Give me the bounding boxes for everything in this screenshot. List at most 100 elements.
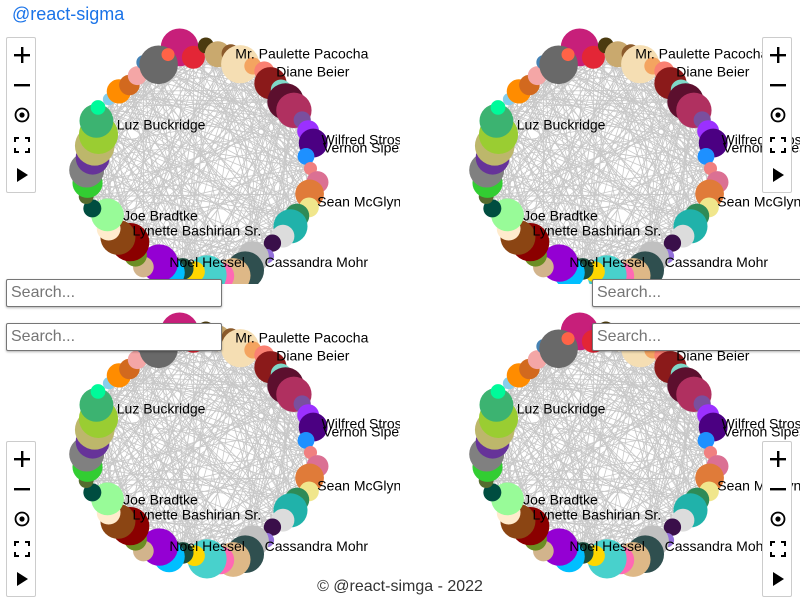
zoom-out-button[interactable] [763, 70, 793, 100]
graph-edge [507, 168, 711, 216]
zoom-in-button[interactable] [763, 40, 793, 70]
graph-edge [606, 64, 641, 275]
node-label: Noel Hessel [569, 538, 644, 554]
graph-edge [494, 109, 694, 147]
graph-node[interactable] [79, 387, 114, 422]
graph-edge [486, 452, 711, 481]
search-input[interactable] [6, 323, 222, 351]
fullscreen-button[interactable] [7, 130, 37, 160]
graph-edge [497, 391, 691, 511]
graph-node[interactable] [90, 100, 106, 115]
graph-edge [496, 120, 691, 227]
graph-edge [492, 109, 695, 209]
graph-edge [644, 355, 665, 555]
graph-node[interactable] [697, 147, 715, 165]
graph-node[interactable] [490, 100, 506, 115]
graph-node[interactable] [581, 45, 605, 69]
graph-edge [182, 83, 271, 270]
zoom-in-button[interactable] [7, 444, 37, 474]
graph-edge [582, 348, 641, 554]
zoom-in-button[interactable] [7, 40, 37, 70]
graph-edge [107, 393, 295, 500]
graph-controls-top-right [762, 37, 792, 193]
reset-camera-button[interactable] [7, 504, 37, 534]
graph-node[interactable] [561, 48, 575, 62]
graph-edge [652, 101, 686, 258]
graph-edge [194, 64, 241, 272]
graph-node[interactable] [83, 483, 102, 502]
graph-node[interactable] [83, 199, 102, 218]
zoom-out-button[interactable] [7, 70, 37, 100]
graph-edge [486, 169, 673, 244]
graph-edge [219, 71, 265, 277]
graph-node[interactable] [297, 431, 315, 449]
graph-edge [518, 375, 709, 416]
graph-node[interactable] [561, 332, 575, 346]
node-label: Wilfred Strosin [322, 132, 400, 148]
fullscreen-button[interactable] [763, 130, 793, 160]
search-input[interactable] [6, 279, 222, 307]
node-label: Luz Buckridge [517, 117, 606, 133]
app-title-link[interactable]: @react-sigma [12, 4, 125, 24]
reset-camera-button[interactable] [763, 100, 793, 130]
fullscreen-button[interactable] [7, 534, 37, 564]
graph-node[interactable] [79, 103, 114, 138]
graph-edge [518, 373, 681, 376]
node-label: Vernon Sipes [323, 423, 400, 439]
graph-edge [117, 101, 286, 238]
graph-node[interactable] [483, 199, 502, 218]
graph-edge [94, 145, 284, 237]
node-label: Mr. Paulette Pacocha [235, 45, 368, 61]
target-icon [13, 510, 31, 528]
graph-pane-bottom-left[interactable]: Mr. Paulette Pacocha Diane Beier Luz Buckr… [0, 284, 400, 600]
graph-edge [558, 348, 584, 553]
graph-edge [543, 366, 671, 552]
graph-edge [492, 393, 695, 493]
layout-play-button[interactable] [7, 160, 37, 190]
graph-node[interactable] [297, 147, 315, 165]
layout-play-button[interactable] [763, 564, 793, 594]
layout-play-button[interactable] [763, 160, 793, 190]
graph-node[interactable] [263, 518, 282, 536]
reset-camera-button[interactable] [7, 100, 37, 130]
graph-node[interactable] [263, 234, 282, 252]
graph-pane-top-right[interactable]: Mr. Paulette Pacocha Diane Beier Luz Buckr… [400, 0, 800, 284]
graph-edge [266, 110, 295, 257]
graph-controls-bottom-right [762, 441, 792, 597]
graph-node[interactable] [483, 483, 502, 502]
graph-node[interactable] [161, 48, 175, 62]
graph-edge [92, 109, 295, 209]
graph-node[interactable] [663, 518, 682, 536]
graph-edge [593, 341, 691, 511]
graph-edge [108, 329, 207, 513]
graph-node[interactable] [479, 387, 514, 422]
graph-pane-top-left[interactable]: Mr. Paulette Pacocha Diane Beier Luz Buckr… [0, 0, 400, 284]
fullscreen-button[interactable] [763, 534, 793, 564]
graph-edge [244, 89, 282, 271]
zoom-out-button[interactable] [763, 474, 793, 504]
node-label: Cassandra Mohr [265, 538, 369, 554]
search-input[interactable] [592, 279, 800, 307]
zoom-in-button[interactable] [763, 444, 793, 474]
graph-edge [508, 89, 682, 229]
graph-node[interactable] [663, 234, 682, 252]
graph-edge [118, 91, 309, 132]
graph-edge [617, 54, 668, 257]
graph-node[interactable] [90, 384, 106, 399]
graph-node[interactable] [479, 103, 514, 138]
graph-node[interactable] [697, 431, 715, 449]
zoom-out-button[interactable] [7, 474, 37, 504]
layout-play-button[interactable] [7, 564, 37, 594]
graph-edge [143, 346, 208, 559]
graph-node[interactable] [181, 45, 205, 69]
reset-camera-button[interactable] [763, 504, 793, 534]
graph-edge [498, 418, 584, 554]
search-input[interactable] [592, 323, 800, 351]
graph-node[interactable] [490, 384, 506, 399]
graph-edge [117, 337, 232, 522]
